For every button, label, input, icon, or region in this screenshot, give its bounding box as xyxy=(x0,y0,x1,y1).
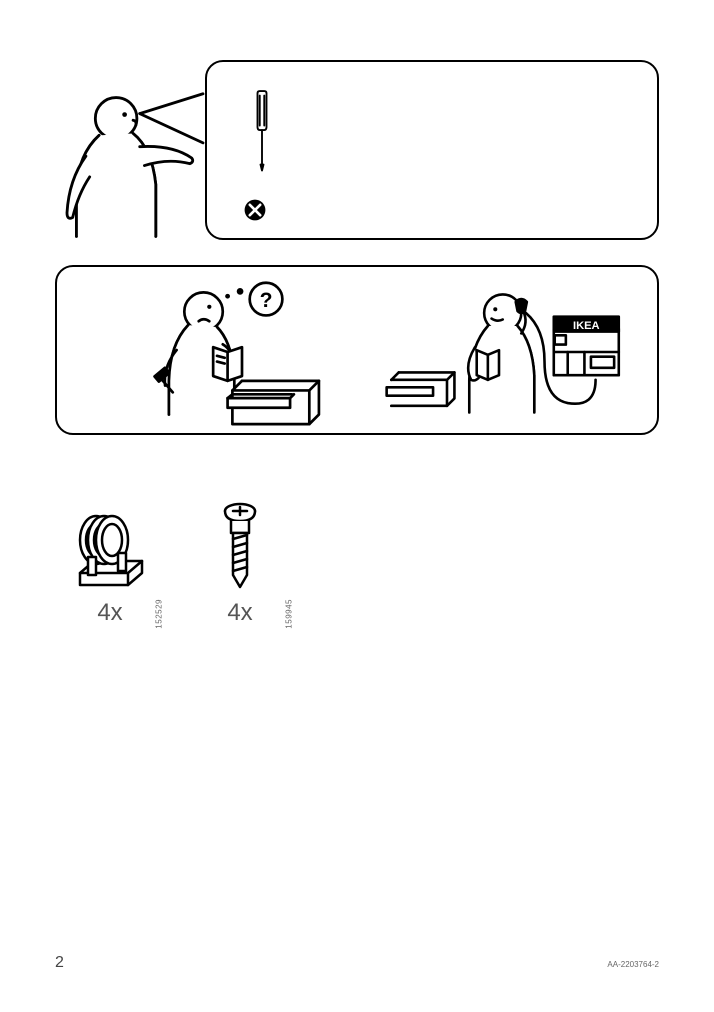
part-bracket: 152529 4x xyxy=(70,495,150,627)
part-quantity: 4x xyxy=(227,599,252,627)
document-code: AA-2203764-2 xyxy=(607,960,659,969)
help-panel: ? xyxy=(55,265,659,435)
part-screw: 159945 4x xyxy=(200,495,280,627)
instruction-page: ? xyxy=(0,0,714,1012)
part-code: 152529 xyxy=(155,599,164,629)
screwdriver-icon xyxy=(247,77,277,207)
store-label: IKEA xyxy=(573,320,600,332)
bracket-icon xyxy=(70,495,150,595)
question-mark: ? xyxy=(260,289,273,312)
confused-scene-icon: ? xyxy=(117,272,367,432)
page-footer: 2 AA-2203764-2 xyxy=(55,954,659,972)
page-number: 2 xyxy=(55,954,64,972)
screw-icon xyxy=(200,495,280,595)
part-quantity: 4x xyxy=(97,599,122,627)
parts-inventory: 152529 4x xyxy=(70,495,659,627)
phillips-no-icon xyxy=(242,197,268,223)
part-code: 159945 xyxy=(285,599,294,629)
person-pointing-icon xyxy=(50,90,220,260)
call-ikea-scene-icon: IKEA xyxy=(382,272,642,432)
tools-needed-panel xyxy=(205,60,659,240)
